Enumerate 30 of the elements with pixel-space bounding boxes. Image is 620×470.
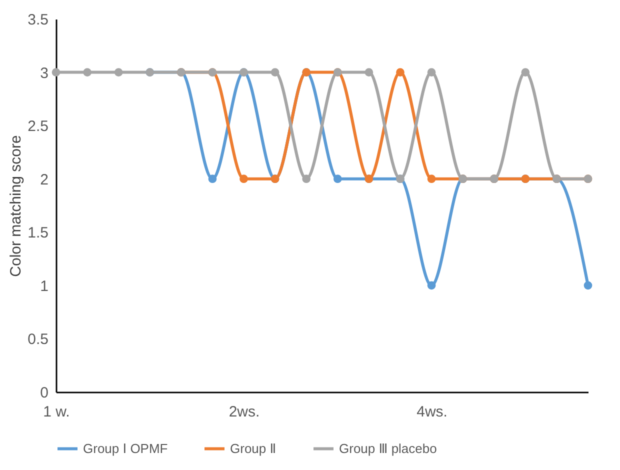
point <box>521 68 530 76</box>
point <box>208 174 217 184</box>
x-tick-label: 2ws. <box>228 404 260 420</box>
point <box>364 68 374 76</box>
point <box>83 68 92 76</box>
point <box>270 68 280 76</box>
point <box>396 68 404 76</box>
y-tick-label: 2.5 <box>28 118 48 136</box>
y-tick-label: 3.5 <box>28 12 48 28</box>
y-tick-label: 0.5 <box>28 331 48 348</box>
point <box>240 174 248 184</box>
point <box>302 174 311 184</box>
x-tick-label: 1 w. <box>43 404 70 420</box>
legend-label: Group Ⅱ <box>230 440 276 456</box>
x-tick-label: 4ws. <box>416 404 448 420</box>
point <box>427 68 436 76</box>
point <box>584 281 592 290</box>
y-tick-label: 1.5 <box>28 224 48 242</box>
y-tick-label: 3 <box>40 64 48 82</box>
point <box>52 68 60 76</box>
legend-label: Group Ⅰ OPMF <box>83 440 168 456</box>
point <box>427 174 436 184</box>
point <box>114 68 123 76</box>
point <box>427 281 436 290</box>
y-tick-label: 1 <box>40 278 48 295</box>
legend-label: Group Ⅲ placebo <box>339 440 437 456</box>
point <box>333 174 342 184</box>
y-tick-label: 0 <box>40 384 48 402</box>
y-axis-title: Color matching score <box>8 135 25 277</box>
y-tick-label: 2 <box>40 171 48 188</box>
